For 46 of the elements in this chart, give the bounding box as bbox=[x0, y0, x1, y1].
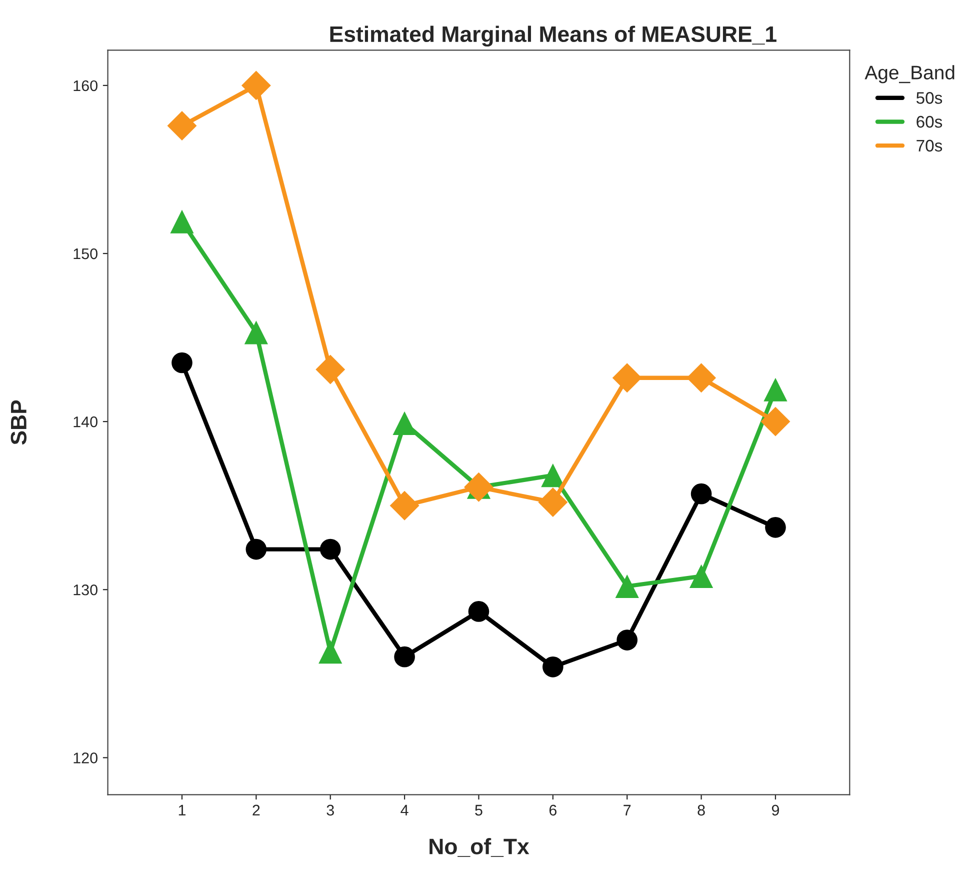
point bbox=[615, 574, 639, 598]
point bbox=[541, 464, 565, 488]
point bbox=[316, 354, 346, 384]
y-tick-label: 140 bbox=[74, 416, 98, 428]
y-tick-label: 130 bbox=[74, 584, 98, 596]
x-tick-label: 3 bbox=[326, 804, 334, 816]
y-tick-label: 150 bbox=[74, 248, 98, 260]
x-tick-label: 1 bbox=[178, 804, 186, 816]
point bbox=[318, 640, 342, 664]
y-tick-label: 160 bbox=[74, 80, 98, 92]
point bbox=[690, 483, 712, 504]
x-axis-title: No_of_Tx bbox=[430, 838, 530, 857]
point bbox=[170, 210, 194, 234]
legend-label: 70s bbox=[916, 140, 942, 152]
point bbox=[246, 538, 267, 560]
point bbox=[616, 630, 638, 650]
point bbox=[760, 406, 790, 436]
point bbox=[542, 656, 564, 678]
point bbox=[394, 646, 415, 668]
y-axis-title: SBP bbox=[10, 400, 27, 445]
point bbox=[241, 70, 271, 100]
point bbox=[689, 564, 714, 588]
point bbox=[764, 378, 788, 402]
point bbox=[244, 320, 268, 344]
x-tick-label: 8 bbox=[698, 804, 705, 816]
x-tick-label: 4 bbox=[400, 804, 408, 816]
x-tick-label: 2 bbox=[252, 804, 260, 816]
point bbox=[612, 363, 642, 393]
y-tick-label: 120 bbox=[74, 752, 98, 764]
chart-title: Estimated Marginal Means of MEASURE_1 bbox=[330, 26, 776, 47]
point bbox=[167, 111, 197, 141]
point bbox=[538, 487, 568, 517]
x-tick-label: 7 bbox=[624, 804, 631, 816]
point bbox=[392, 411, 416, 436]
point bbox=[172, 352, 192, 374]
legend-label: 60s bbox=[916, 116, 942, 128]
point bbox=[390, 490, 420, 520]
legend-label: 50s bbox=[916, 92, 942, 104]
x-tick-label: 9 bbox=[772, 804, 779, 816]
point bbox=[765, 517, 786, 538]
legend-title: Age_Band bbox=[864, 65, 954, 84]
point bbox=[468, 601, 490, 622]
point bbox=[320, 538, 341, 560]
x-tick-label: 6 bbox=[549, 804, 556, 816]
point bbox=[686, 363, 716, 393]
x-tick-label: 5 bbox=[475, 804, 482, 816]
